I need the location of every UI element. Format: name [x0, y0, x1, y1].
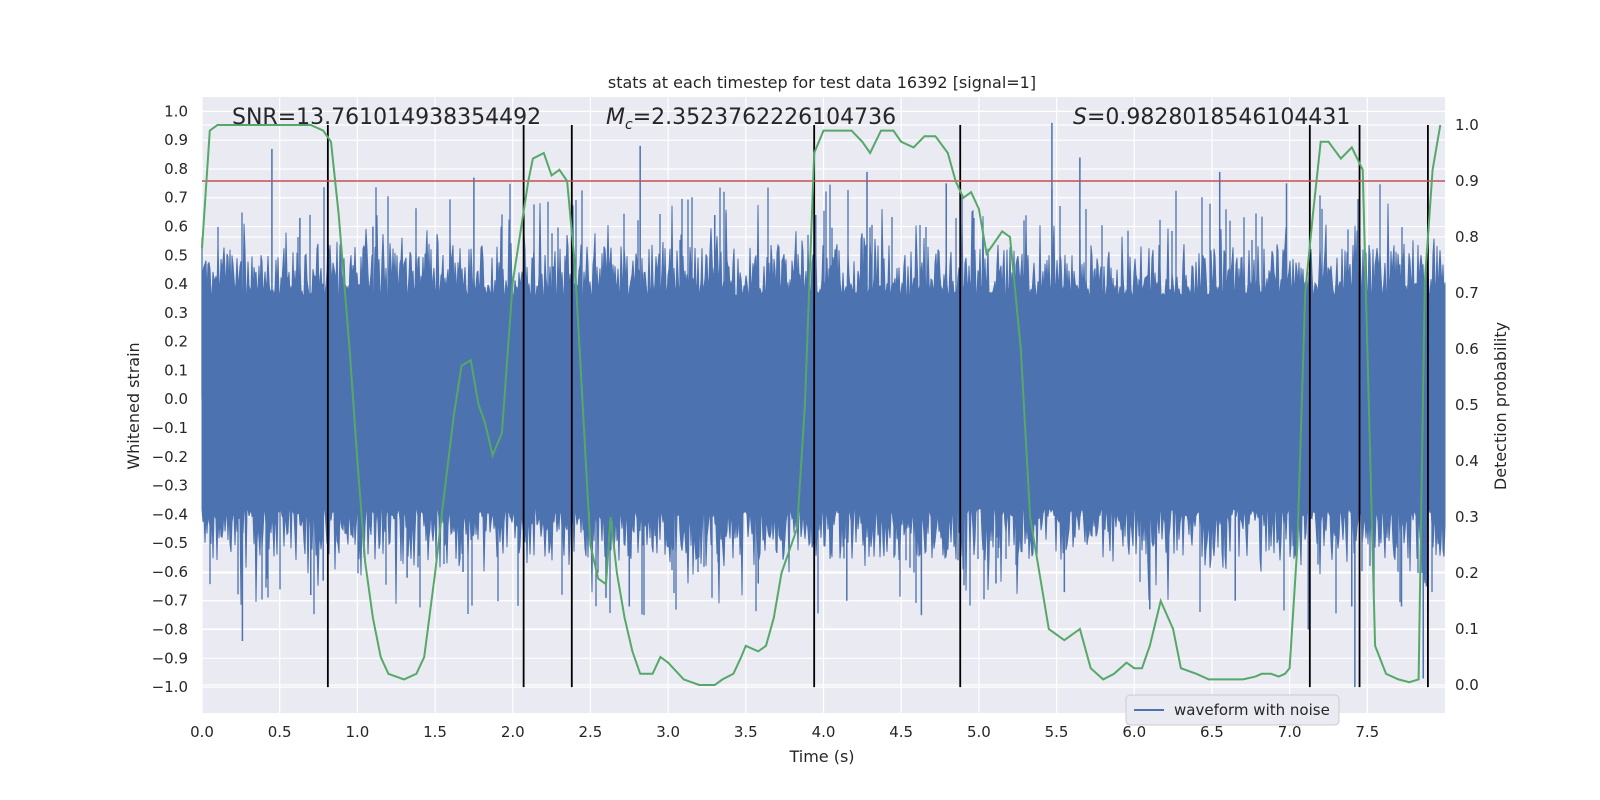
legend: waveform with noise [1125, 694, 1340, 726]
y-left-tick-label: 0.5 [164, 246, 188, 264]
y-left-tick-label: −0.1 [152, 419, 188, 437]
x-axis-label: Time (s) [788, 747, 854, 766]
y-right-tick-labels: 0.0 0.1 0.2 0.3 0.4 0.5 0.6 0.7 0.8 0.9 1.0 [1455, 116, 1479, 694]
y-right-tick-label: 0.5 [1455, 396, 1479, 414]
y-left-tick-label: −1.0 [152, 678, 188, 696]
y-right-tick-label: 0.9 [1455, 172, 1479, 190]
x-tick-label: 6.5 [1200, 723, 1224, 741]
y-right-axis-label: Detection probability [1491, 322, 1510, 490]
y-left-tick-label: 1.0 [164, 102, 188, 120]
y-left-tick-label: 0.3 [164, 304, 188, 322]
y-left-axis-label: Whitened strain [124, 342, 143, 469]
x-tick-label: 5.0 [967, 723, 991, 741]
x-tick-label: 1.5 [423, 723, 447, 741]
x-tick-label: 2.0 [501, 723, 525, 741]
x-tick-label: 0.5 [268, 723, 292, 741]
chirp-mass-annotation: Mc=2.3523762226104736 [606, 105, 896, 133]
y-right-tick-label: 0.0 [1455, 676, 1479, 694]
x-tick-label: 1.0 [345, 723, 369, 741]
y-left-tick-label: −0.4 [152, 505, 188, 523]
x-tick-label: 2.5 [579, 723, 603, 741]
y-left-tick-label: 0.7 [164, 189, 188, 207]
chart-title: stats at each timestep for test data 163… [608, 73, 1036, 92]
y-right-tick-label: 0.3 [1455, 508, 1479, 526]
y-left-tick-label: 0.0 [164, 390, 188, 408]
y-right-tick-label: 1.0 [1455, 116, 1479, 134]
y-left-tick-label: −0.7 [152, 592, 188, 610]
x-tick-label: 5.5 [1045, 723, 1069, 741]
x-tick-label: 3.0 [656, 723, 680, 741]
y-left-tick-label: −0.3 [152, 477, 188, 495]
x-tick-label: 7.0 [1278, 723, 1302, 741]
legend-label: waveform with noise [1174, 701, 1330, 719]
x-tick-label: 6.0 [1122, 723, 1146, 741]
y-left-tick-label: 0.1 [164, 361, 188, 379]
y-right-tick-label: 0.8 [1455, 228, 1479, 246]
y-left-tick-label: −0.9 [152, 649, 188, 667]
waveform-series [201, 122, 1446, 688]
y-left-tick-labels: −1.0 −0.9 −0.8 −0.7 −0.6 −0.5 −0.4 −0.3 −0.2 −0.1… [152, 102, 188, 696]
y-left-tick-label: −0.8 [152, 621, 188, 639]
y-left-tick-label: −0.5 [152, 534, 188, 552]
y-right-tick-label: 0.4 [1455, 452, 1479, 470]
waveform-envelope [201, 203, 1446, 605]
y-right-tick-label: 0.6 [1455, 340, 1479, 358]
x-tick-labels: 0.0 0.5 1.0 1.5 2.0 2.5 3.0 3.5 4.0 4.5 5.0 5.5 6.0 6… [190, 723, 1379, 741]
y-left-tick-label: 0.2 [164, 333, 188, 351]
x-tick-label: 4.5 [889, 723, 913, 741]
y-left-tick-label: −0.6 [152, 563, 188, 581]
y-left-tick-label: 0.8 [164, 160, 188, 178]
snr-annotation: SNR=13.761014938354492 [232, 105, 541, 130]
significance-annotation: S=0.9828018546104431 [1073, 105, 1350, 130]
vertical-markers [326, 125, 1429, 688]
y-right-tick-label: 0.7 [1455, 284, 1479, 302]
detection-probability-line [201, 124, 1442, 686]
y-left-tick-label: 0.6 [164, 218, 188, 236]
y-left-tick-label: −0.2 [152, 448, 188, 466]
y-right-tick-label: 0.2 [1455, 564, 1479, 582]
x-tick-label: 3.5 [734, 723, 758, 741]
x-tick-label: 4.0 [812, 723, 836, 741]
y-left-tick-label: 0.4 [164, 275, 188, 293]
x-tick-label: 7.5 [1355, 723, 1379, 741]
x-tick-label: 0.0 [190, 723, 214, 741]
y-right-tick-label: 0.1 [1455, 620, 1479, 638]
y-left-tick-label: 0.9 [164, 131, 188, 149]
legend-box [1125, 694, 1340, 726]
